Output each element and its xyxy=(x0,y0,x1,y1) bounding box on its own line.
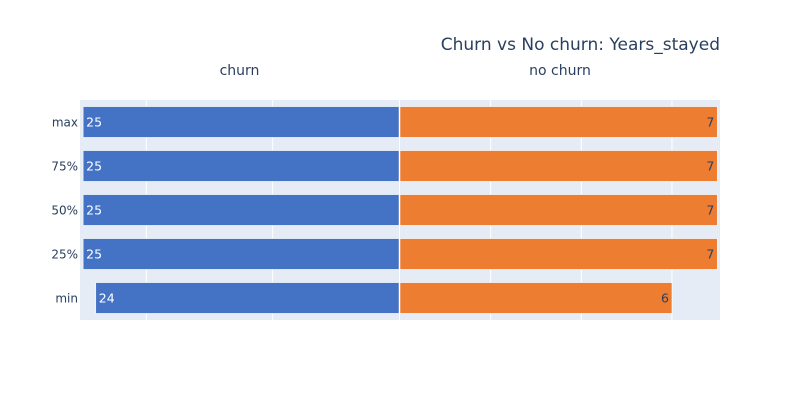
data-label: 7 xyxy=(706,159,714,174)
y-tick-label: min xyxy=(55,292,78,306)
bar xyxy=(399,150,718,182)
panel-no-churn: no churn 7 7 7 7 6 xyxy=(399,63,720,320)
panel-churn: churn 25 25 25 25 24 xyxy=(80,63,400,320)
bar xyxy=(82,194,400,226)
bar xyxy=(399,194,718,226)
chart-title: Churn vs No churn: Years_stayed xyxy=(441,35,720,55)
y-axis-ticks: max 75% 50% 25% min xyxy=(51,116,78,306)
bar xyxy=(399,238,718,270)
bar xyxy=(95,282,400,314)
chart-panels: churn 25 25 25 25 24 no churn 7 7 7 7 6 xyxy=(80,63,720,320)
data-label: 24 xyxy=(99,291,115,306)
bar xyxy=(82,150,400,182)
data-label: 25 xyxy=(86,247,102,262)
data-label: 25 xyxy=(86,159,102,174)
panel-title: churn xyxy=(220,63,260,79)
bar xyxy=(399,106,718,138)
data-label: 25 xyxy=(86,115,102,130)
data-label: 7 xyxy=(706,203,714,218)
bar xyxy=(82,238,400,270)
y-tick-label: 50% xyxy=(51,204,78,218)
y-tick-label: max xyxy=(52,116,78,130)
data-label: 7 xyxy=(706,247,714,262)
y-tick-label: 25% xyxy=(51,248,78,262)
bar xyxy=(399,282,673,314)
panel-title: no churn xyxy=(529,63,591,79)
data-label: 25 xyxy=(86,203,102,218)
bar xyxy=(82,106,400,138)
data-label: 7 xyxy=(706,115,714,130)
y-tick-label: 75% xyxy=(51,160,78,174)
data-label: 6 xyxy=(661,291,669,306)
